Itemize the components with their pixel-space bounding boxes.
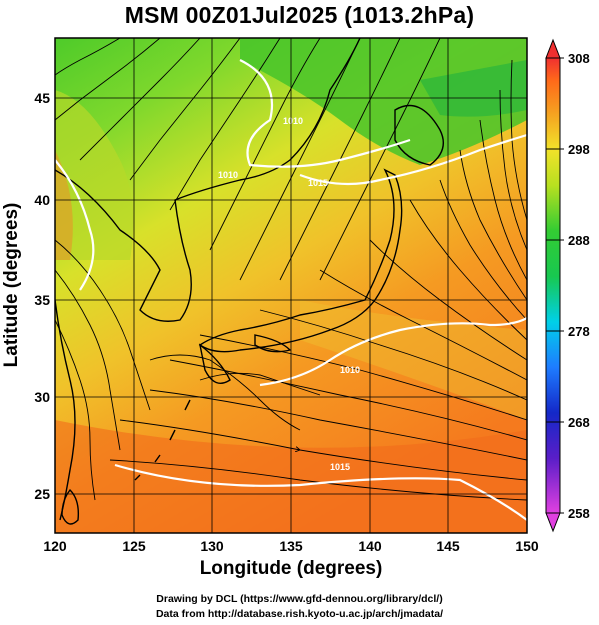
colorbar-tick-label: 268 bbox=[568, 415, 590, 430]
colorbar-top-arrow bbox=[545, 38, 561, 59]
x-tick-label: 130 bbox=[200, 538, 224, 554]
credit-drawing: Drawing by DCL (https://www.gfd-dennou.o… bbox=[156, 593, 443, 605]
x-tick-label: 145 bbox=[436, 538, 460, 554]
isobar-label: 1015 bbox=[308, 178, 328, 188]
isobar-label: 1010 bbox=[283, 116, 303, 126]
isobar-label: 1015 bbox=[330, 462, 350, 472]
colorbar-bottom-arrow bbox=[545, 512, 561, 533]
colorbar-tick-label: 298 bbox=[568, 142, 590, 157]
credit-data: Data from http://database.rish.kyoto-u.a… bbox=[155, 608, 444, 620]
y-axis-label: Latitude (degrees) bbox=[1, 202, 22, 368]
grid-lines bbox=[55, 38, 527, 533]
colorbar-tick-label: 278 bbox=[568, 324, 590, 339]
x-tick-label: 150 bbox=[515, 538, 539, 554]
x-tick-label: 120 bbox=[43, 538, 67, 554]
isobar-label: 1010 bbox=[218, 170, 238, 180]
plot-frame bbox=[54, 37, 528, 534]
x-tick-label: 140 bbox=[358, 538, 382, 554]
colorbar-tick-label: 258 bbox=[568, 506, 590, 521]
isobar-label: 1010 bbox=[340, 365, 360, 375]
y-tick-label: 45 bbox=[34, 90, 50, 106]
colorbar-tick-label: 308 bbox=[568, 51, 590, 66]
wind-streamlines bbox=[55, 38, 527, 501]
map-title: MSM 00Z01Jul2025 (1013.2hPa) bbox=[124, 2, 475, 28]
y-tick-label: 40 bbox=[34, 192, 50, 208]
y-tick-label: 25 bbox=[34, 486, 50, 502]
y-tick-label: 35 bbox=[34, 292, 50, 308]
x-tick-labels: 120 125 130 135 140 145 150 bbox=[43, 538, 539, 554]
colorbar-tick-label: 288 bbox=[568, 233, 590, 248]
colorbar: 308 298 288 278 268 258 bbox=[545, 38, 590, 533]
coastlines bbox=[55, 38, 444, 525]
isobar-label-group: 1010 1015 1015 1010 1010 bbox=[218, 116, 360, 472]
x-axis-label: Longitude (degrees) bbox=[199, 558, 383, 579]
x-tick-label: 125 bbox=[122, 538, 146, 554]
x-tick-label: 135 bbox=[279, 538, 303, 554]
isobars bbox=[55, 59, 527, 521]
y-tick-label: 30 bbox=[34, 389, 50, 405]
y-tick-labels: 25 30 35 40 45 bbox=[34, 90, 50, 502]
colorbar-body bbox=[545, 57, 561, 514]
